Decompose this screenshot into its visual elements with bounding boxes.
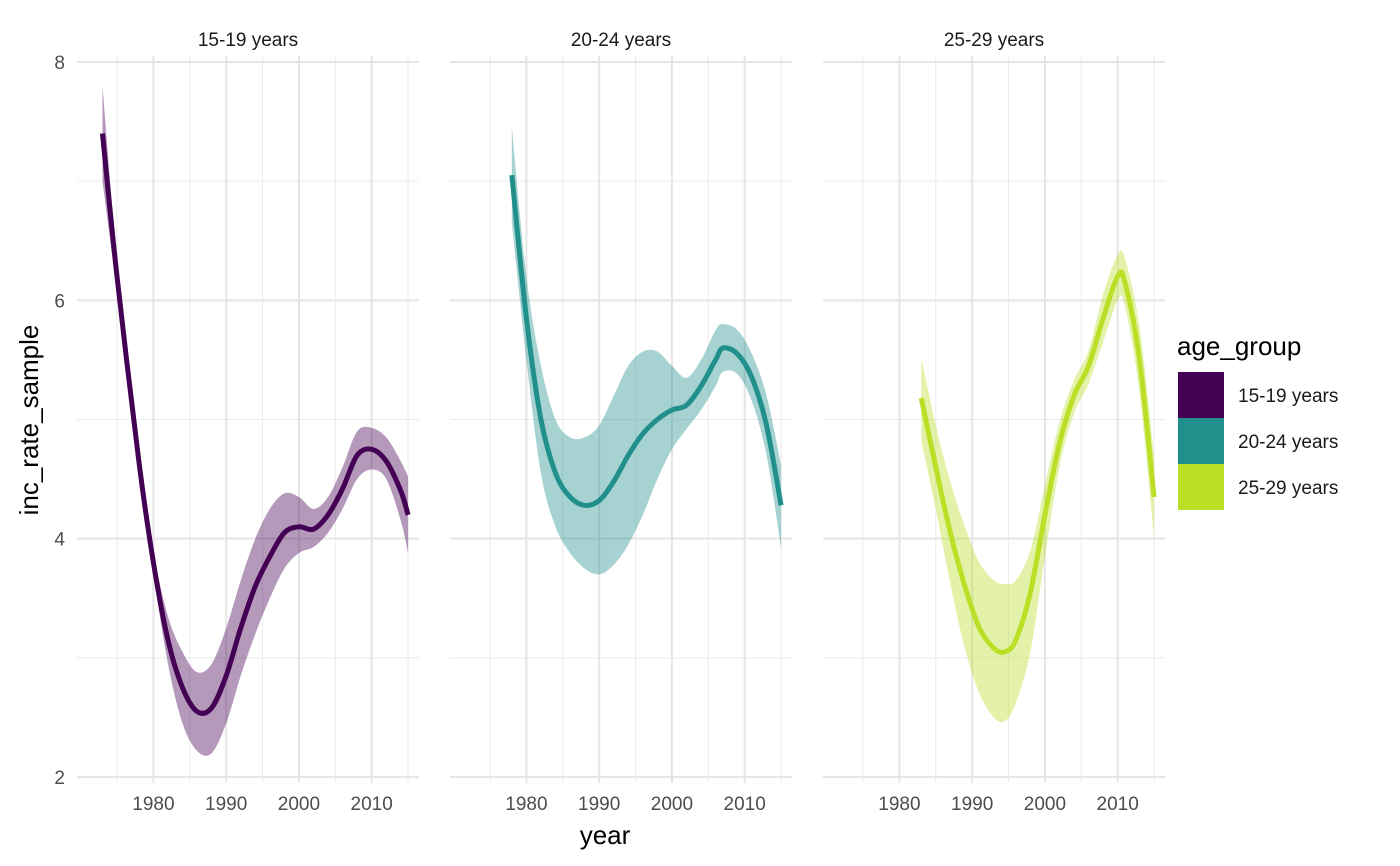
y-tick-label: 8 [54,53,65,74]
legend-label: 20-24 years [1238,432,1338,453]
y-axis-title: inc_rate_sample [14,325,44,516]
y-tick-label: 6 [54,291,65,312]
x-tick-label: 1990 [578,794,620,815]
series-line [918,269,1157,655]
x-tick-label: 2000 [651,794,693,815]
confidence-ribbon [102,85,409,756]
legend-swatch [1178,372,1224,418]
y-tick-label: 4 [54,530,65,551]
x-tick-label: 2000 [278,794,320,815]
facet-strip-label: 15-19 years [198,30,298,51]
facet-panel: 1980 1990 2000 2010 25-29 years [823,30,1165,815]
x-tick-label: 2010 [351,794,393,815]
series-line [99,133,411,716]
y-tick-label: 2 [54,768,65,789]
series-line [509,174,784,508]
y-axis-tick-labels: 2 4 6 8 [54,53,65,789]
legend: age_group 15-19 years 20-24 years 25-29 ye… [1177,331,1338,510]
legend-label: 25-29 years [1238,478,1338,499]
x-tick-label: 2000 [1024,794,1066,815]
x-tick-label: 1980 [132,794,174,815]
legend-label: 15-19 years [1238,386,1338,407]
x-tick-label: 1980 [505,794,547,815]
x-tick-label: 2010 [1097,794,1139,815]
confidence-ribbon [921,250,1155,723]
facet-panel: 1980 1990 2000 2010 15-19 years [77,30,419,815]
facet-strip-label: 20-24 years [571,30,671,51]
x-tick-label: 1990 [205,794,247,815]
confidence-ribbon [511,127,782,575]
facet-panels: 1980 1990 2000 2010 15-19 years 1980 1990 2000 2… [77,30,1165,815]
facet-strip-label: 25-29 years [944,30,1044,51]
x-axis-title: year [580,820,631,850]
x-tick-label: 1980 [878,794,920,815]
x-tick-label: 1990 [951,794,993,815]
facet-panel: 1980 1990 2000 2010 20-24 years [450,30,792,815]
legend-title: age_group [1177,331,1301,361]
legend-swatch [1178,418,1224,464]
x-tick-label: 2010 [724,794,766,815]
legend-swatch [1178,464,1224,510]
